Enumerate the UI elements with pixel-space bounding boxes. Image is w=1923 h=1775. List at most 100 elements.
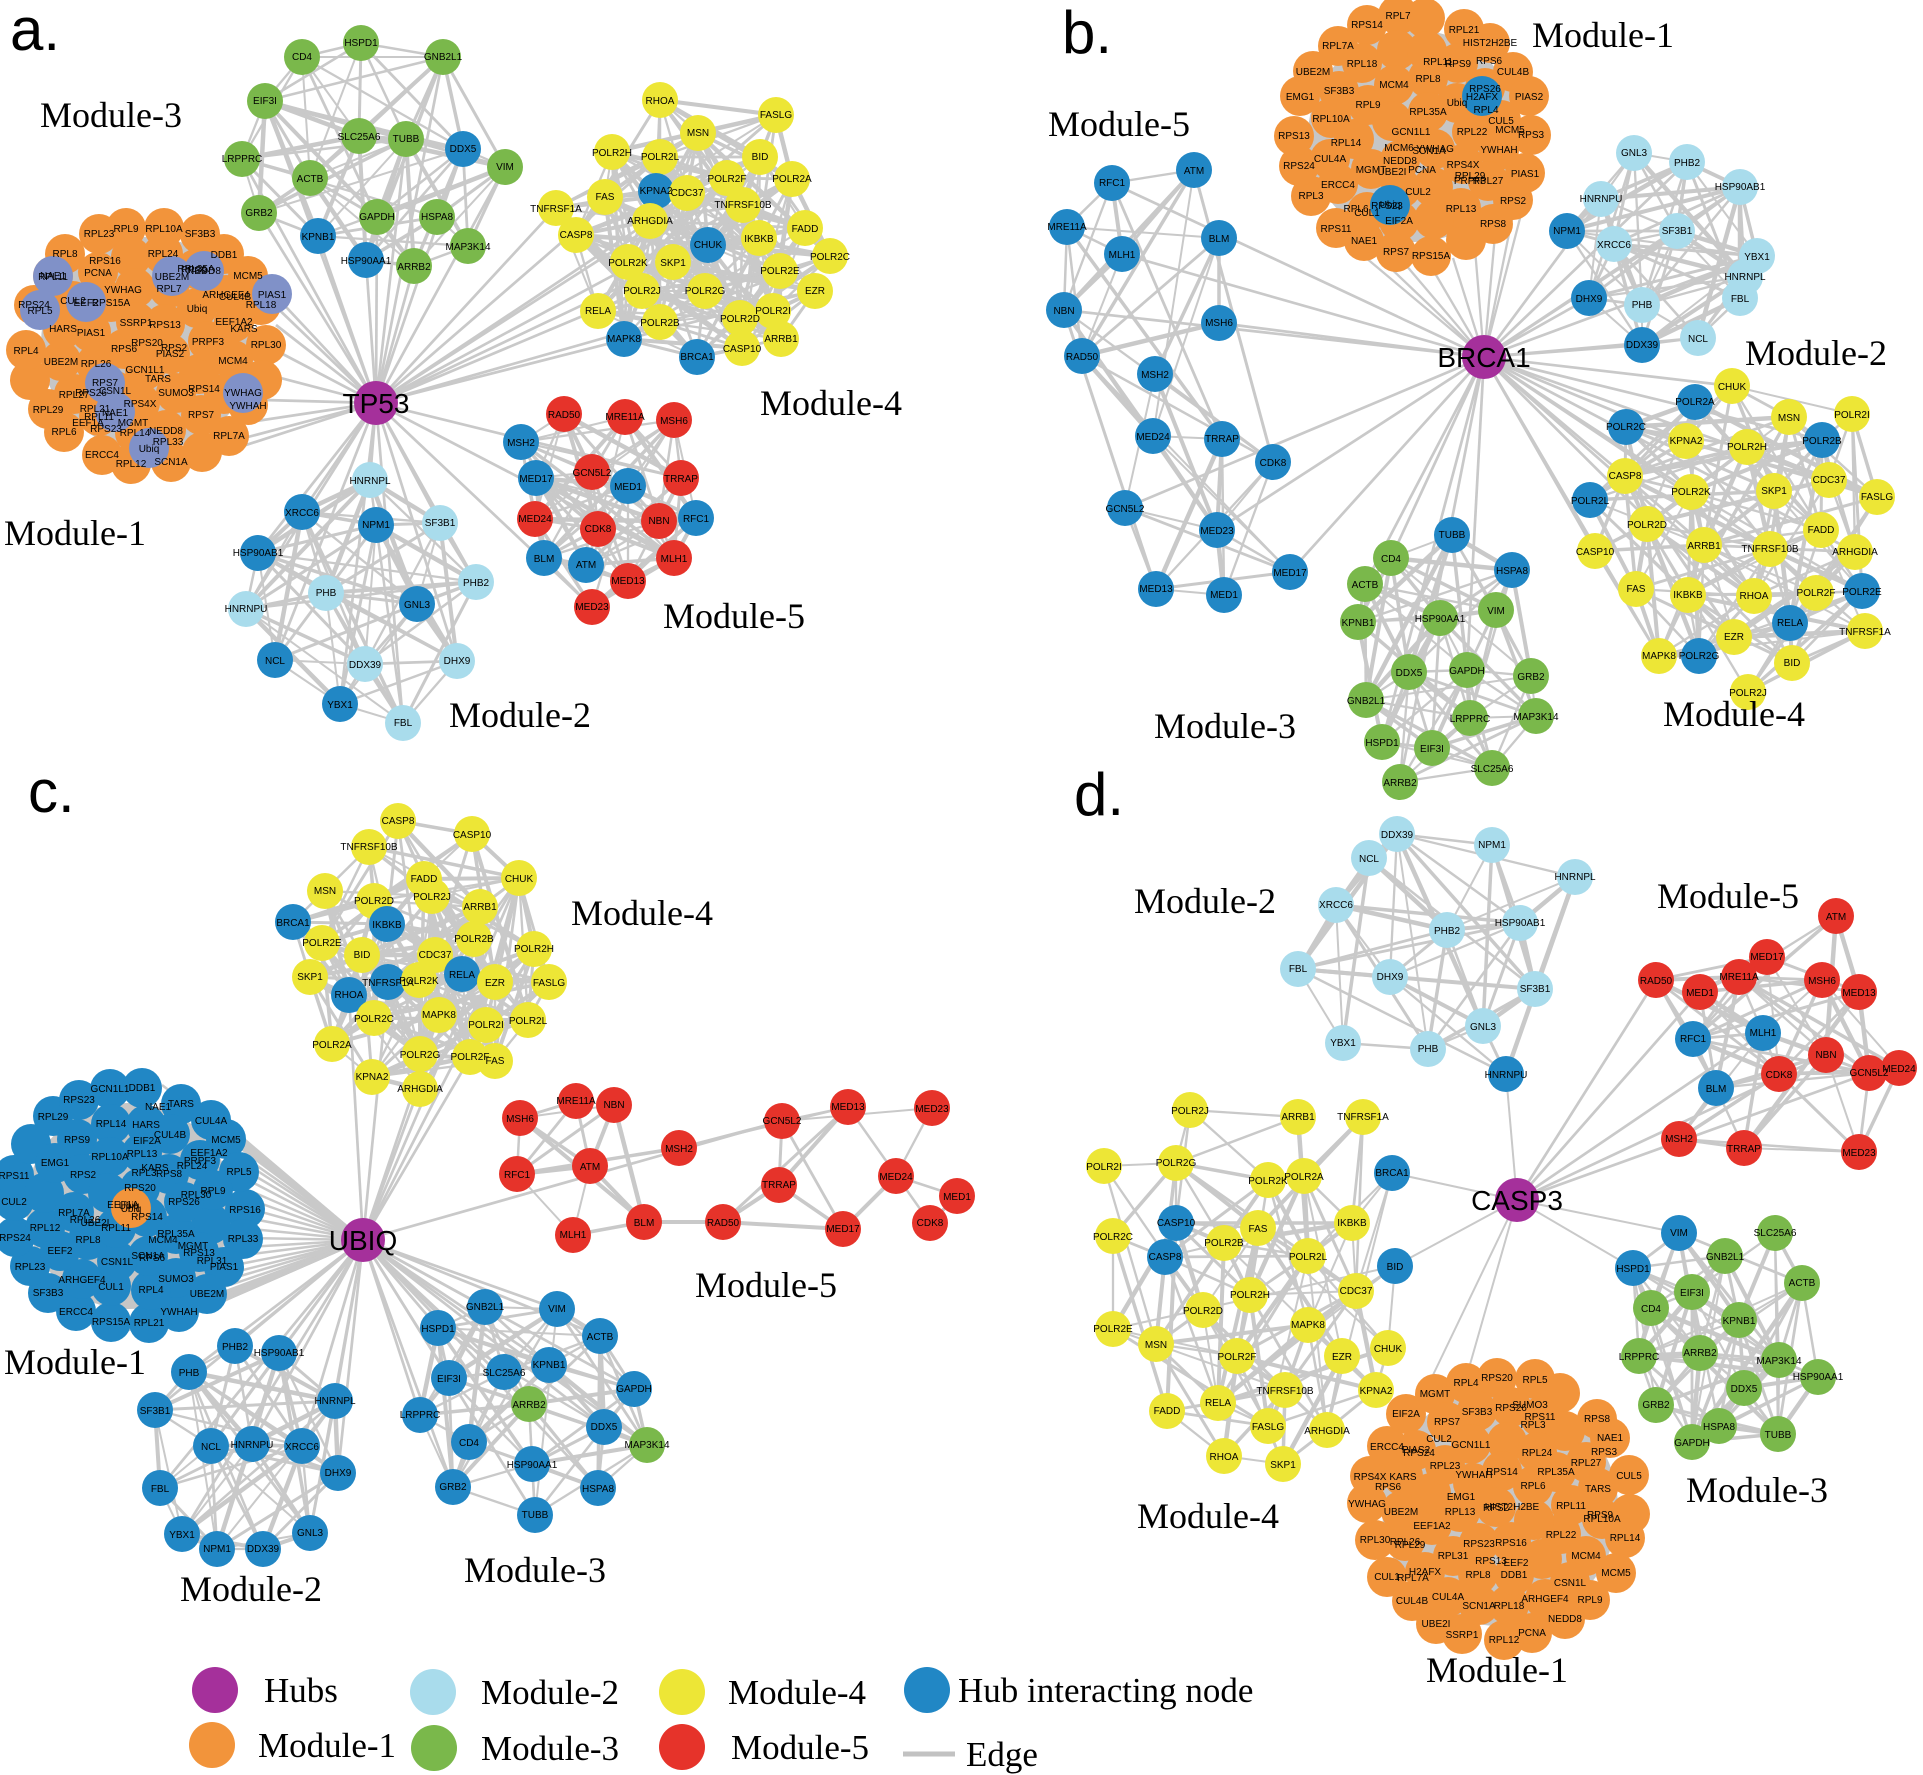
svg-text:RPL21: RPL21 xyxy=(80,404,111,415)
svg-text:MSH2: MSH2 xyxy=(507,438,535,449)
svg-text:FASLG: FASLG xyxy=(1252,1422,1284,1433)
svg-text:RPL30: RPL30 xyxy=(251,340,282,351)
svg-text:POLR2A: POLR2A xyxy=(312,1040,352,1051)
svg-text:TNFRSF1A: TNFRSF1A xyxy=(1839,627,1891,638)
svg-text:PIAS1: PIAS1 xyxy=(77,328,106,339)
svg-text:IKBKB: IKBKB xyxy=(372,920,402,931)
svg-text:GCN1L1: GCN1L1 xyxy=(1452,1440,1491,1451)
svg-text:MGMT: MGMT xyxy=(118,418,149,429)
svg-text:Module-2: Module-2 xyxy=(1134,881,1276,921)
svg-text:YWHAH: YWHAH xyxy=(160,1307,197,1318)
svg-text:SLC25A6: SLC25A6 xyxy=(338,132,381,143)
svg-text:FBL: FBL xyxy=(151,1484,170,1495)
svg-text:RPS26: RPS26 xyxy=(1495,1403,1527,1414)
svg-text:UBIQ: UBIQ xyxy=(329,1225,397,1256)
svg-text:PHB2: PHB2 xyxy=(463,578,490,589)
svg-text:FAS: FAS xyxy=(486,1056,505,1067)
svg-text:MLH1: MLH1 xyxy=(661,554,688,565)
svg-text:PRPF3: PRPF3 xyxy=(184,1156,217,1167)
svg-text:FBL: FBL xyxy=(394,718,413,729)
svg-text:HSPA8: HSPA8 xyxy=(1496,566,1528,577)
svg-text:MAP3K14: MAP3K14 xyxy=(445,242,490,253)
svg-text:MED24: MED24 xyxy=(879,1172,913,1183)
svg-text:KARS: KARS xyxy=(141,1163,169,1174)
svg-text:UBE2M: UBE2M xyxy=(190,1289,224,1300)
svg-text:POLR2D: POLR2D xyxy=(1183,1306,1223,1317)
svg-text:CUL2: CUL2 xyxy=(60,296,86,307)
svg-text:RPS8: RPS8 xyxy=(1480,219,1507,230)
svg-text:RPS4X: RPS4X xyxy=(1447,160,1480,171)
svg-text:NBN: NBN xyxy=(603,1100,624,1111)
svg-text:VIM: VIM xyxy=(1487,606,1505,617)
svg-text:TNFRSF10B: TNFRSF10B xyxy=(340,842,398,853)
svg-text:NAE1: NAE1 xyxy=(40,271,67,282)
svg-text:RPL24: RPL24 xyxy=(1522,1448,1553,1459)
svg-text:Module-1: Module-1 xyxy=(1532,15,1674,55)
svg-text:MCM4: MCM4 xyxy=(218,356,248,367)
svg-text:MRE11A: MRE11A xyxy=(1047,222,1087,233)
svg-text:RPL29: RPL29 xyxy=(33,405,64,416)
svg-text:YBX1: YBX1 xyxy=(1330,1038,1356,1049)
svg-text:POLR2I: POLR2I xyxy=(755,306,791,317)
svg-text:FAS: FAS xyxy=(596,192,615,203)
svg-text:SF3B1: SF3B1 xyxy=(140,1406,171,1417)
svg-text:UBE2M: UBE2M xyxy=(1296,67,1330,78)
svg-text:MRE11A: MRE11A xyxy=(605,412,645,423)
svg-text:YBX1: YBX1 xyxy=(327,700,353,711)
svg-text:POLR2K: POLR2K xyxy=(1248,1176,1288,1187)
svg-text:YWHAG: YWHAG xyxy=(104,285,142,296)
svg-text:RPL9: RPL9 xyxy=(113,224,138,235)
svg-text:RPL21: RPL21 xyxy=(1449,25,1480,36)
svg-text:RPS13: RPS13 xyxy=(183,1248,215,1259)
svg-text:RPL7: RPL7 xyxy=(156,284,181,295)
svg-text:IKBKB: IKBKB xyxy=(1673,590,1703,601)
svg-text:CD4: CD4 xyxy=(1381,554,1401,565)
svg-text:HSP90AA1: HSP90AA1 xyxy=(341,256,392,267)
svg-text:RPL35A: RPL35A xyxy=(1537,1467,1575,1478)
svg-text:RPL26: RPL26 xyxy=(81,359,112,370)
svg-text:RPL23: RPL23 xyxy=(84,229,115,240)
svg-text:RPS7: RPS7 xyxy=(92,378,119,389)
svg-text:POLR2I: POLR2I xyxy=(1086,1162,1122,1173)
svg-text:IKBKB: IKBKB xyxy=(744,234,774,245)
svg-text:RPL22: RPL22 xyxy=(1546,1530,1577,1541)
svg-text:CDC37: CDC37 xyxy=(1340,1286,1373,1297)
svg-text:RPL9: RPL9 xyxy=(1577,1595,1602,1606)
svg-text:RPL6: RPL6 xyxy=(1520,1481,1545,1492)
svg-text:HSP90AA1: HSP90AA1 xyxy=(507,1460,558,1471)
svg-text:MGMT: MGMT xyxy=(1420,1389,1451,1400)
svg-text:SKP1: SKP1 xyxy=(1270,1460,1296,1471)
svg-text:ATM: ATM xyxy=(576,560,596,571)
svg-text:RAD50: RAD50 xyxy=(1640,976,1673,987)
svg-text:RPL6: RPL6 xyxy=(51,427,76,438)
svg-text:MLH1: MLH1 xyxy=(1109,250,1136,261)
svg-text:POLR2C: POLR2C xyxy=(810,252,850,263)
svg-text:CUL2: CUL2 xyxy=(1,1197,27,1208)
svg-text:RPS13: RPS13 xyxy=(149,320,181,331)
svg-text:UBE2M: UBE2M xyxy=(155,272,189,283)
svg-text:MSH2: MSH2 xyxy=(1141,370,1169,381)
svg-text:ACTB: ACTB xyxy=(587,1332,614,1343)
svg-text:ACTB: ACTB xyxy=(1789,1278,1816,1289)
svg-text:PCNA: PCNA xyxy=(84,268,112,279)
svg-text:CUL4B: CUL4B xyxy=(154,1130,187,1141)
svg-text:PIAS2: PIAS2 xyxy=(1402,1445,1431,1456)
svg-text:PHB: PHB xyxy=(1632,300,1653,311)
svg-text:RAD50: RAD50 xyxy=(1066,352,1099,363)
svg-text:PIAS2: PIAS2 xyxy=(1515,92,1544,103)
svg-text:EIF2A: EIF2A xyxy=(1385,216,1413,227)
svg-text:RPS16: RPS16 xyxy=(89,256,121,267)
svg-text:POLR2J: POLR2J xyxy=(1171,1106,1209,1117)
svg-text:TUBB: TUBB xyxy=(522,1510,549,1521)
svg-text:RPS15A: RPS15A xyxy=(92,298,131,309)
svg-text:NPM1: NPM1 xyxy=(1478,840,1506,851)
svg-text:HSPD1: HSPD1 xyxy=(1616,1264,1650,1275)
svg-text:POLR2J: POLR2J xyxy=(623,286,661,297)
svg-text:FADD: FADD xyxy=(792,224,819,235)
svg-text:FASLG: FASLG xyxy=(533,978,565,989)
svg-text:GCN1L1: GCN1L1 xyxy=(1392,127,1431,138)
svg-text:HNRNPL: HNRNPL xyxy=(314,1396,356,1407)
svg-text:HSPA8: HSPA8 xyxy=(582,1484,614,1495)
svg-text:UBE2M: UBE2M xyxy=(44,357,78,368)
svg-text:HSPA8: HSPA8 xyxy=(1703,1422,1735,1433)
